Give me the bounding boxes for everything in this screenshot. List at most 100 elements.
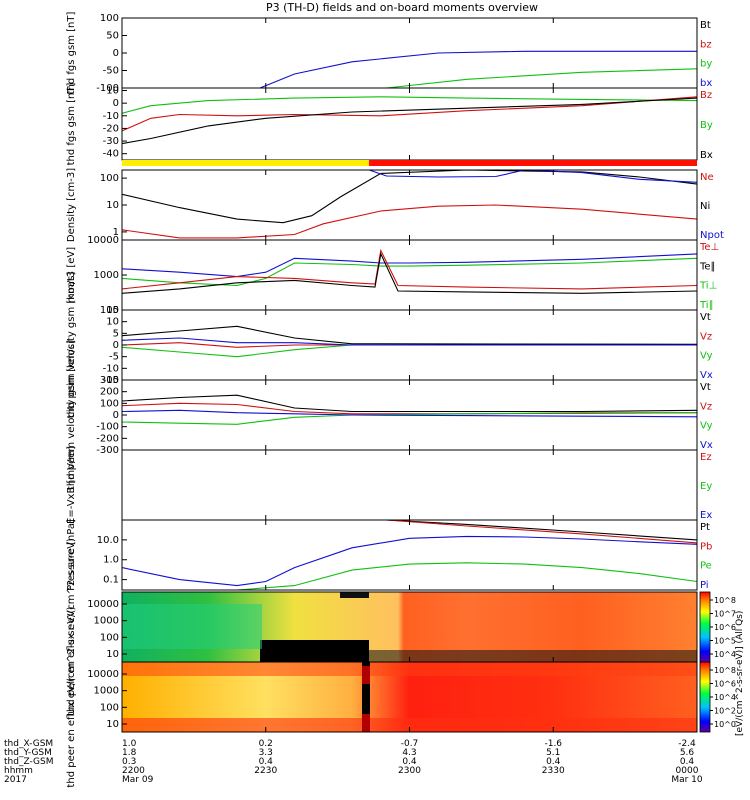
y-axis-label-text: thd fgs gsm [nT] xyxy=(66,12,77,95)
legend-entry: Pi xyxy=(700,580,709,591)
panel-0: 100 50 0 -50 -100 thd fgs gsm [nT] Bt bz by bx xyxy=(66,12,712,95)
ephemeris-value: 0.4 xyxy=(259,757,274,767)
legend-entry: Vx xyxy=(700,370,713,381)
y-tick-label: -30 xyxy=(103,136,119,147)
panel-frame xyxy=(121,449,698,521)
y-tick-label: -50 xyxy=(103,66,119,77)
series-line-Ti⊥ xyxy=(121,253,698,278)
legend-entry: Vz xyxy=(700,331,712,342)
y-tick-label: -200 xyxy=(96,433,119,444)
y-tick-label: -10 xyxy=(103,363,119,374)
panel-7: 10.0 1.0 0.1 Pressure [nPa] Pt Pb Pe Pi xyxy=(66,519,712,591)
ephemeris-value: 3.3 xyxy=(259,748,273,758)
y-tick-label: 15 xyxy=(106,305,119,316)
ephemeris-row-label: thd_Z-GSM xyxy=(4,757,53,767)
series-line-Npot xyxy=(369,169,698,183)
series-line-Pb xyxy=(386,519,698,544)
ion-spectrogram-lowenergy-black xyxy=(260,640,369,662)
y-tick-label: 100 xyxy=(100,305,119,316)
colorbar-tick-label: 10^0 xyxy=(714,720,736,729)
legend-entry: Vz xyxy=(700,401,712,412)
colorbar-tick-label: 10^8 xyxy=(714,666,736,675)
ephemeris-value: 0.4 xyxy=(546,757,561,767)
ephemeris-value: 2200 xyxy=(122,766,145,776)
y-tick-label: 0.1 xyxy=(103,575,119,586)
y-tick-label: 1000 xyxy=(94,616,119,627)
panel-2: 100 10 1 Density [cm-3] Ne Ni Npot xyxy=(66,168,724,242)
figure-title: P3 (TH-D) fields and on-board moments ov… xyxy=(266,1,538,14)
series-line-by xyxy=(386,68,698,89)
y-axis-label: thd peem velocity gsm [km/s] xyxy=(66,340,77,490)
colorbar-tick-label: 10^8 xyxy=(714,596,736,605)
y-axis-label: Density [cm-3] xyxy=(66,168,77,242)
ephemeris-row-label: thd_X-GSM xyxy=(4,739,53,749)
colorbar-ticks: 10^8 10^7 10^6 10^5 10^4 10^8 10^6 10^4 10^2 10^0 xyxy=(710,596,736,729)
y-tick-label: 300 xyxy=(100,375,119,386)
y-axis-label-text: thd peir en eflux eV/(cm^2-s-sr-eV) xyxy=(66,538,77,716)
legend-entry: Ez xyxy=(700,452,712,463)
ephemeris-value: 0.4 xyxy=(680,757,695,767)
legend-entry: Vy xyxy=(700,351,713,362)
y-tick-label: 100 xyxy=(100,398,119,409)
legend-entry: Vx xyxy=(700,440,713,451)
y-tick-label: 0 xyxy=(113,48,119,59)
legend-entry: Te⊥ xyxy=(699,242,719,253)
y-axis-label: E=-VxB [mV/m] xyxy=(66,446,77,524)
colorbar-tick-label: 10^6 xyxy=(714,680,736,689)
ephemeris-value: 0000 xyxy=(676,766,699,776)
y-tick-label: 10 xyxy=(106,719,119,730)
y-axis-label: Pressure [nPa] xyxy=(66,519,77,591)
legend-entry: bx xyxy=(700,78,712,89)
y-tick-label: 10000 xyxy=(87,599,119,610)
electron-spectrogram-gap-red-2 xyxy=(362,714,370,732)
ephemeris-value: 2300 xyxy=(398,766,421,776)
y-tick-label: -15 xyxy=(103,375,119,386)
y-axis-label: thd peir en eflux eV/(cm^2-s-sr-eV) xyxy=(66,538,77,716)
electron-spectrogram xyxy=(122,662,697,732)
legend-entry: by xyxy=(700,59,712,70)
legend-entry: Pe xyxy=(700,561,712,572)
ephemeris-value: -1.6 xyxy=(544,739,562,749)
y-tick-label: 5 xyxy=(113,328,119,339)
colorbar-tick-label: 10^7 xyxy=(714,610,736,619)
legend-entry: Vt xyxy=(700,312,711,323)
legend-entry: Ni xyxy=(700,201,710,212)
y-tick-label: 1000 xyxy=(94,270,119,281)
ephemeris-value: 0.3 xyxy=(122,757,136,767)
series-line-Bx xyxy=(121,97,698,145)
y-tick-label: 10 xyxy=(106,317,119,328)
electron-spectrogram-gap xyxy=(362,662,370,732)
series-line-Vx xyxy=(121,409,698,418)
y-tick-label: 1000 xyxy=(94,686,119,697)
series-line-Pt xyxy=(386,519,698,541)
legend-entry: Pb xyxy=(700,541,712,552)
legend-entry: Vt xyxy=(700,382,711,393)
y-tick-label: -10 xyxy=(103,111,119,122)
legend-entry: Bz xyxy=(700,90,712,101)
ephemeris-row-label: thd_Y-GSM xyxy=(4,748,52,758)
series-line-Vy xyxy=(121,412,697,425)
series-line-Ne xyxy=(121,204,698,239)
y-tick-label: 100 xyxy=(100,173,119,184)
panel-frame xyxy=(121,87,698,161)
ion-spectrogram-green-band xyxy=(122,604,262,649)
y-axis-label-text: thd peer en eflux eV/(cm^2-s-sr-eV) xyxy=(66,606,77,787)
y-axis-label-text: thd peem velocity gsm [km/s] xyxy=(66,340,77,490)
y-tick-label: 100 xyxy=(100,702,119,713)
panel-frame xyxy=(121,169,698,241)
y-axis-label: thd fgs gsm [nT] xyxy=(66,12,77,95)
colorbar-tick-label: 10^4 xyxy=(714,693,736,702)
panel-frame xyxy=(121,17,698,89)
y-tick-label: 10 xyxy=(106,649,119,660)
ephemeris-value: 4.3 xyxy=(402,748,416,758)
series-line-bx xyxy=(259,50,697,89)
legend-entry: Ey xyxy=(700,481,712,492)
y-axis-label-text: thd peim velocity gsm [km/s] xyxy=(66,272,77,419)
ephemeris-row-label: 2017 xyxy=(4,775,27,785)
ion-colorbar-gradient xyxy=(699,591,711,663)
ion-spectrogram-gap xyxy=(340,592,369,598)
series-line-Te⊥ xyxy=(121,248,698,290)
